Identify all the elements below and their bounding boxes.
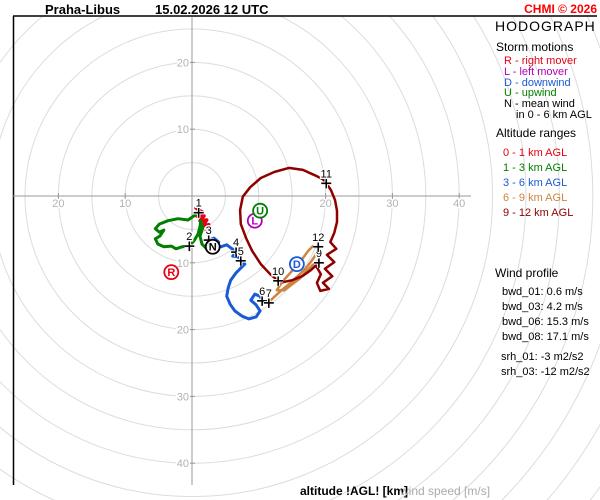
svg-text:20: 20 <box>52 198 64 210</box>
storm-marker-D: D <box>288 256 305 273</box>
svg-text:3: 3 <box>206 225 212 237</box>
storm-motions-heading: Storm motions <box>496 40 574 54</box>
trace-1-3-km-agl <box>153 212 211 251</box>
bwd-03-value: bwd_03: 4.2 m/s <box>502 301 583 313</box>
altitude-marker-7km: 7 <box>263 286 274 308</box>
legend-item-9-12km: 9 - 12 km AGL <box>503 207 574 219</box>
trace-6-9-km-agl <box>260 244 321 305</box>
trace-3-6-km-agl <box>207 236 264 321</box>
bwd-06-value: bwd_06: 15.3 m/s <box>502 316 589 328</box>
panel-title: HODOGRAPH <box>495 18 596 34</box>
legend-item-upwind: U - upwind <box>504 87 557 100</box>
bulk-wind-difference-list: bwd_01: 0.6 m/s bwd_03: 4.2 m/s bwd_06: … <box>502 285 589 345</box>
svg-text:7: 7 <box>266 288 272 300</box>
svg-text:R: R <box>167 267 175 279</box>
axis-caption-wind-speed: wind speed [m/s] <box>400 484 491 498</box>
storm-marker-N: N <box>204 238 221 255</box>
altitude-ranges-heading: Altitude ranges <box>496 126 577 140</box>
svg-text:10: 10 <box>272 266 284 278</box>
svg-text:9: 9 <box>316 248 322 260</box>
legend-item-3-6km: 3 - 6 km AGL <box>503 177 568 189</box>
svg-text:1: 1 <box>196 198 202 210</box>
copyright-label: CHMI © 2026 <box>524 2 597 16</box>
altitude-marker-5km: 5 <box>235 244 246 266</box>
ring-labels: 20 10 20 30 40 20 10 10 20 30 40 <box>51 56 467 472</box>
svg-text:U: U <box>256 205 264 217</box>
svg-text:40: 40 <box>453 198 465 210</box>
svg-text:20: 20 <box>177 325 189 337</box>
altitude-marker-9km: 9 <box>313 246 324 268</box>
storm-marker-U: U <box>252 202 269 219</box>
altitude-marker-4km: 4 <box>231 236 242 258</box>
svg-text:6: 6 <box>259 286 265 298</box>
trace-9-12-km-agl <box>238 166 339 293</box>
srh-01-value: srh_01: -3 m2/s2 <box>501 351 584 363</box>
legend-item-right-mover: R - right mover <box>504 55 577 67</box>
svg-text:30: 30 <box>386 198 398 210</box>
svg-text:11: 11 <box>321 168 332 180</box>
altitude-marker-1km: 1 <box>193 196 204 218</box>
legend-item-6-9km: 6 - 9 km AGL <box>503 192 568 204</box>
svg-text:10: 10 <box>177 124 189 136</box>
storm-motion-markers: R N LU D <box>163 202 305 281</box>
svg-text:N: N <box>209 242 217 254</box>
axis-caption-altitude: altitude !AGL! [km] <box>300 484 408 498</box>
bwd-08-value: bwd_08: 17.1 m/s <box>502 331 589 343</box>
bwd-01-value: bwd_01: 0.6 m/s <box>502 286 583 298</box>
srh-03-value: srh_03: -12 m2/s2 <box>501 366 590 378</box>
svg-text:40: 40 <box>177 458 189 470</box>
storm-relative-helicity-list: srh_01: -3 m2/s2 srh_03: -12 m2/s2 <box>501 350 590 380</box>
svg-text:12: 12 <box>312 232 324 244</box>
legend-item-1-3km: 1 - 3 km AGL <box>503 162 568 174</box>
legend-item-downwind: D - downwind <box>504 76 571 89</box>
svg-text:D: D <box>293 259 301 271</box>
altitude-marker-12km: 12 <box>311 230 326 252</box>
svg-text:4: 4 <box>233 237 239 249</box>
altitude-marker-10km: 10 <box>271 264 286 286</box>
altitude-marker-11km: 11 <box>319 167 333 189</box>
legend-item-left-mover: L - left mover <box>504 65 568 78</box>
svg-text:10: 10 <box>177 258 189 270</box>
svg-text:2: 2 <box>186 231 192 243</box>
altitude-marker-6km: 6 <box>257 284 268 306</box>
svg-text:L: L <box>251 216 258 228</box>
svg-text:20: 20 <box>177 57 189 69</box>
altitude-marker-2km: 2 <box>184 230 195 252</box>
svg-text:20: 20 <box>319 198 331 210</box>
wind-profile-heading: Wind profile <box>495 266 559 280</box>
legend-item-0-1km: 0 - 1 km AGL <box>503 147 568 159</box>
svg-text:5: 5 <box>238 246 244 258</box>
storm-marker-R: R <box>163 264 180 281</box>
legend-item-mean-wind: N - mean wind <box>504 98 575 111</box>
altitude-ranges-list: 0 - 1 km AGL 1 - 3 km AGL 3 - 6 km AGL 6… <box>503 146 573 221</box>
svg-text:10: 10 <box>119 198 131 210</box>
svg-text:30: 30 <box>177 391 189 403</box>
storm-motions-list: R - right mover L - left mover D - downw… <box>504 56 592 121</box>
station-title: Praha-Libus <box>45 2 121 17</box>
sounding-datetime: 15.02.2026 12 UTC <box>155 2 269 17</box>
mean-wind-note: in 0 - 6 km AGL <box>516 108 592 121</box>
